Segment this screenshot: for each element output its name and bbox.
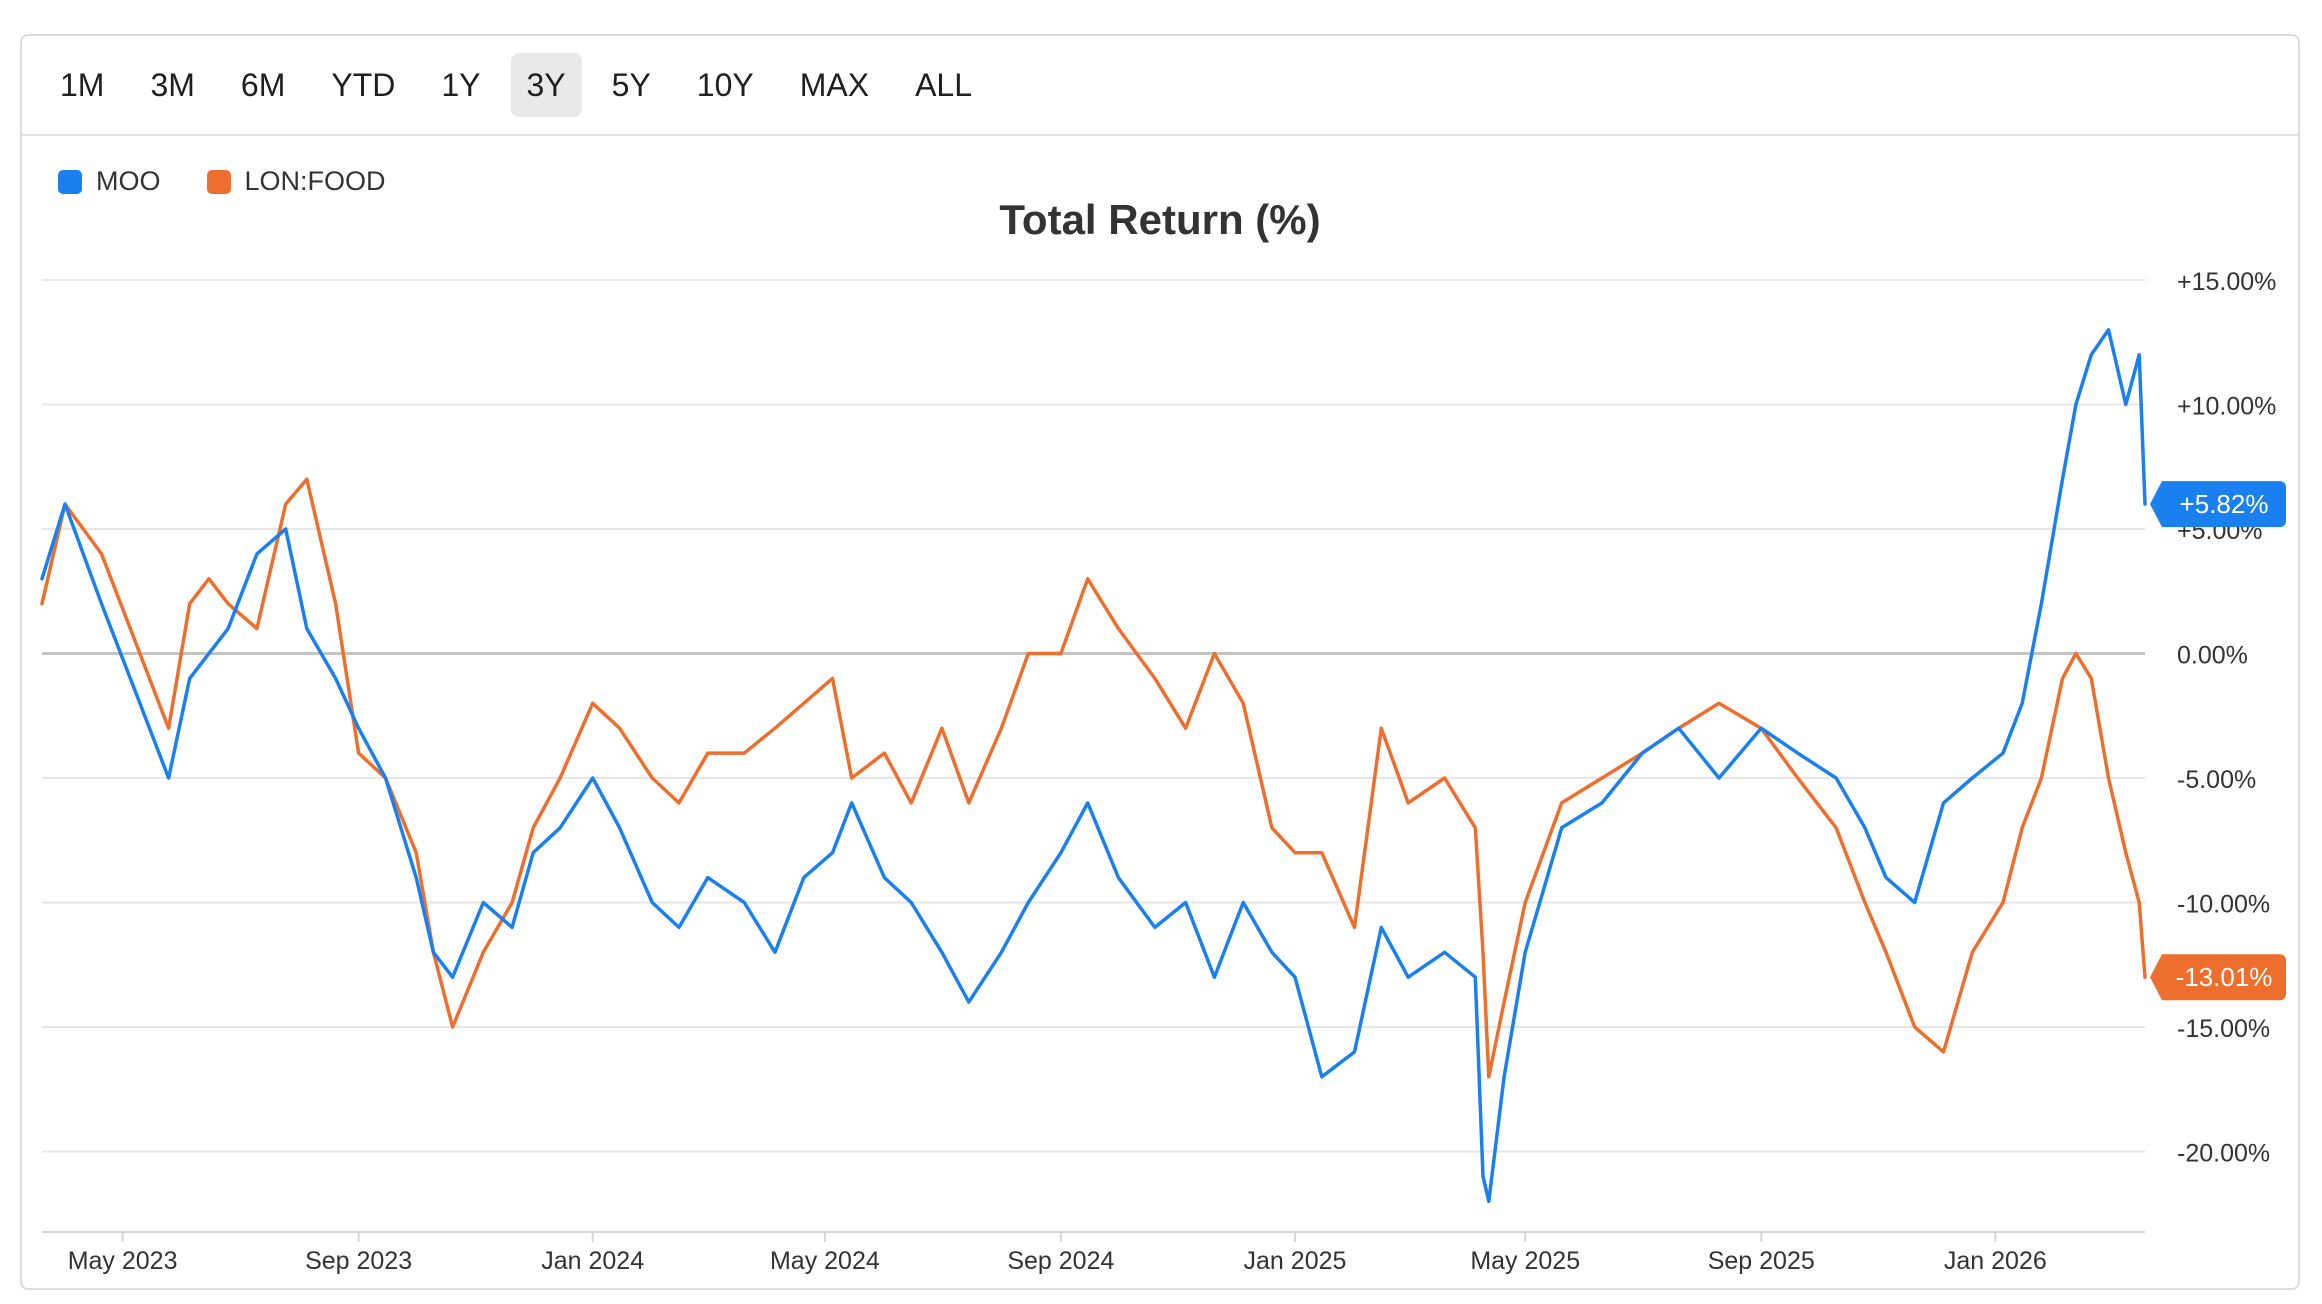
range-button-3y[interactable]: 3Y — [510, 53, 582, 117]
legend-label-lon-food: LON:FOOD — [244, 166, 386, 196]
range-button-max[interactable]: MAX — [799, 67, 870, 103]
chart-title: Total Return (%) — [999, 196, 1321, 243]
range-button-6m[interactable]: 6M — [240, 67, 286, 103]
x-tick-label: Jan 2024 — [541, 1247, 644, 1275]
range-button-3m[interactable]: 3M — [150, 67, 195, 103]
x-tick-label: Sep 2024 — [1007, 1247, 1114, 1275]
legend-item-lon-food[interactable]: LON:FOOD — [206, 166, 386, 197]
legend-label-moo: MOO — [96, 166, 161, 196]
chart-card: 1M 3M 6M YTD 1Y 3Y 5Y 10Y MAX ALL MOO LO… — [20, 34, 2300, 1290]
y-tick-label: -15.00% — [2177, 1015, 2270, 1043]
last-value-badge-lon-food — [2150, 954, 2286, 1001]
x-tick-label: Sep 2023 — [305, 1247, 412, 1275]
last-value-label-lon-food: -13.01% — [2176, 962, 2273, 992]
y-tick-label: +10.00% — [2177, 393, 2276, 421]
chart-legend: MOO LON:FOOD — [58, 166, 432, 197]
x-tick-label: Jan 2026 — [1944, 1247, 2047, 1275]
x-tick-label: Jan 2025 — [1244, 1247, 1347, 1275]
legend-swatch-lon-food — [206, 169, 231, 194]
last-value-label-moo: +5.82% — [2180, 489, 2269, 519]
series-line-moo[interactable] — [40, 328, 2147, 1204]
y-tick-label: -5.00% — [2177, 766, 2256, 794]
legend-swatch-moo — [58, 169, 82, 194]
y-tick-label: 0.00% — [2177, 642, 2248, 670]
range-button-1m[interactable]: 1M — [60, 67, 105, 103]
x-tick-label: May 2023 — [68, 1247, 178, 1275]
y-tick-label: -20.00% — [2177, 1140, 2270, 1168]
range-button-1y[interactable]: 1Y — [441, 67, 481, 103]
range-button-5y[interactable]: 5Y — [611, 67, 651, 103]
last-value-badge-moo — [2150, 481, 2286, 528]
x-tick-label: May 2025 — [1470, 1247, 1580, 1275]
y-tick-label: +15.00% — [2177, 268, 2276, 296]
legend-item-moo[interactable]: MOO — [58, 166, 161, 197]
x-tick-label: Sep 2025 — [1708, 1247, 1815, 1275]
range-button-all[interactable]: ALL — [915, 67, 972, 103]
range-button-ytd[interactable]: YTD — [331, 67, 396, 103]
y-tick-label: -10.00% — [2177, 891, 2270, 919]
range-button-10y[interactable]: 10Y — [696, 67, 754, 103]
x-tick-label: May 2024 — [770, 1247, 880, 1275]
range-selector: 1M 3M 6M YTD 1Y 3Y 5Y 10Y MAX ALL — [22, 36, 2298, 136]
